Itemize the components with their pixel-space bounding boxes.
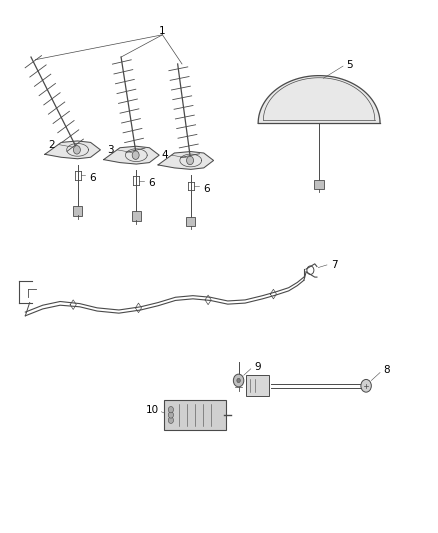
- Polygon shape: [158, 151, 214, 169]
- Circle shape: [168, 407, 173, 413]
- FancyBboxPatch shape: [186, 216, 195, 226]
- FancyBboxPatch shape: [164, 400, 226, 430]
- Text: 6: 6: [90, 173, 96, 183]
- Circle shape: [233, 374, 244, 387]
- Text: 9: 9: [255, 362, 261, 372]
- Circle shape: [168, 417, 173, 423]
- Text: 4: 4: [161, 150, 168, 160]
- Text: 6: 6: [203, 183, 209, 193]
- Text: 7: 7: [331, 260, 338, 270]
- Circle shape: [168, 412, 173, 418]
- Polygon shape: [258, 76, 380, 123]
- Circle shape: [74, 146, 81, 154]
- FancyBboxPatch shape: [314, 180, 324, 189]
- Text: 5: 5: [346, 60, 353, 70]
- Text: 8: 8: [383, 365, 390, 375]
- FancyBboxPatch shape: [247, 375, 269, 397]
- FancyBboxPatch shape: [131, 212, 141, 221]
- Circle shape: [187, 156, 194, 165]
- Polygon shape: [104, 146, 159, 164]
- FancyBboxPatch shape: [73, 206, 82, 216]
- Circle shape: [361, 379, 371, 392]
- Polygon shape: [45, 141, 100, 159]
- Circle shape: [132, 151, 139, 159]
- Text: 3: 3: [107, 145, 113, 155]
- Circle shape: [237, 378, 240, 383]
- Text: 2: 2: [48, 140, 55, 150]
- Text: 6: 6: [148, 178, 155, 188]
- Text: 10: 10: [146, 405, 159, 415]
- Text: 1: 1: [159, 26, 166, 36]
